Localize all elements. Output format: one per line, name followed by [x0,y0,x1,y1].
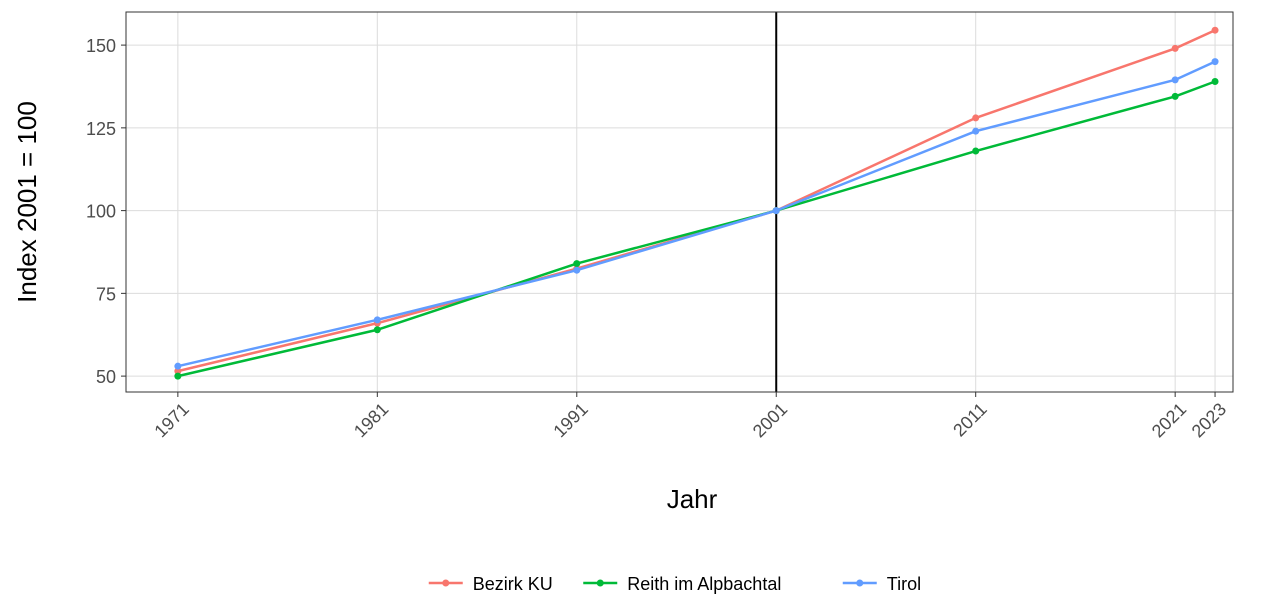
x-tick-label: 2001 [749,399,791,441]
series-line [177,60,1216,368]
data-point [1171,92,1179,100]
series-line [177,29,1216,373]
legend-swatch-point [596,579,604,587]
data-point [972,114,980,122]
x-tick-label: 2011 [949,399,991,441]
x-tick-label: 1971 [150,399,192,441]
y-tick-label: 125 [86,119,116,139]
data-point [1211,58,1219,66]
data-point [1211,26,1219,34]
data-point [573,266,581,274]
data-point [772,207,780,215]
y-tick-label: 50 [96,367,116,387]
y-axis-label: Index 2001 = 100 [12,101,42,303]
y-tick-label: 150 [86,36,116,56]
legend-label: Tirol [887,574,921,594]
data-point [174,372,182,380]
legend-label: Bezirk KU [473,574,553,594]
data-point [573,260,581,268]
y-tick-label: 75 [96,284,116,304]
legend-swatch-point [442,579,450,587]
data-point [972,127,980,135]
series-line [177,80,1216,378]
y-tick-label: 100 [86,202,116,222]
x-tick-label: 1991 [549,399,591,441]
x-tick-label: 2023 [1188,399,1230,441]
x-axis-label: Jahr [667,484,718,514]
data-point [373,326,381,334]
x-tick-label: 1981 [350,399,392,441]
x-tick-label: 2021 [1148,399,1190,441]
legend-swatch-point [856,579,864,587]
legend-label: Reith im Alpbachtal [627,574,781,594]
panel-border [125,11,1234,393]
data-point [174,367,182,375]
data-point [174,362,182,370]
legend: Bezirk KU Reith im Alpbachtal Tirol [428,574,921,594]
data-point [1211,78,1219,86]
data-point [1171,44,1179,52]
data-point [373,316,381,324]
data-point [1171,76,1179,84]
data-point [972,147,980,155]
